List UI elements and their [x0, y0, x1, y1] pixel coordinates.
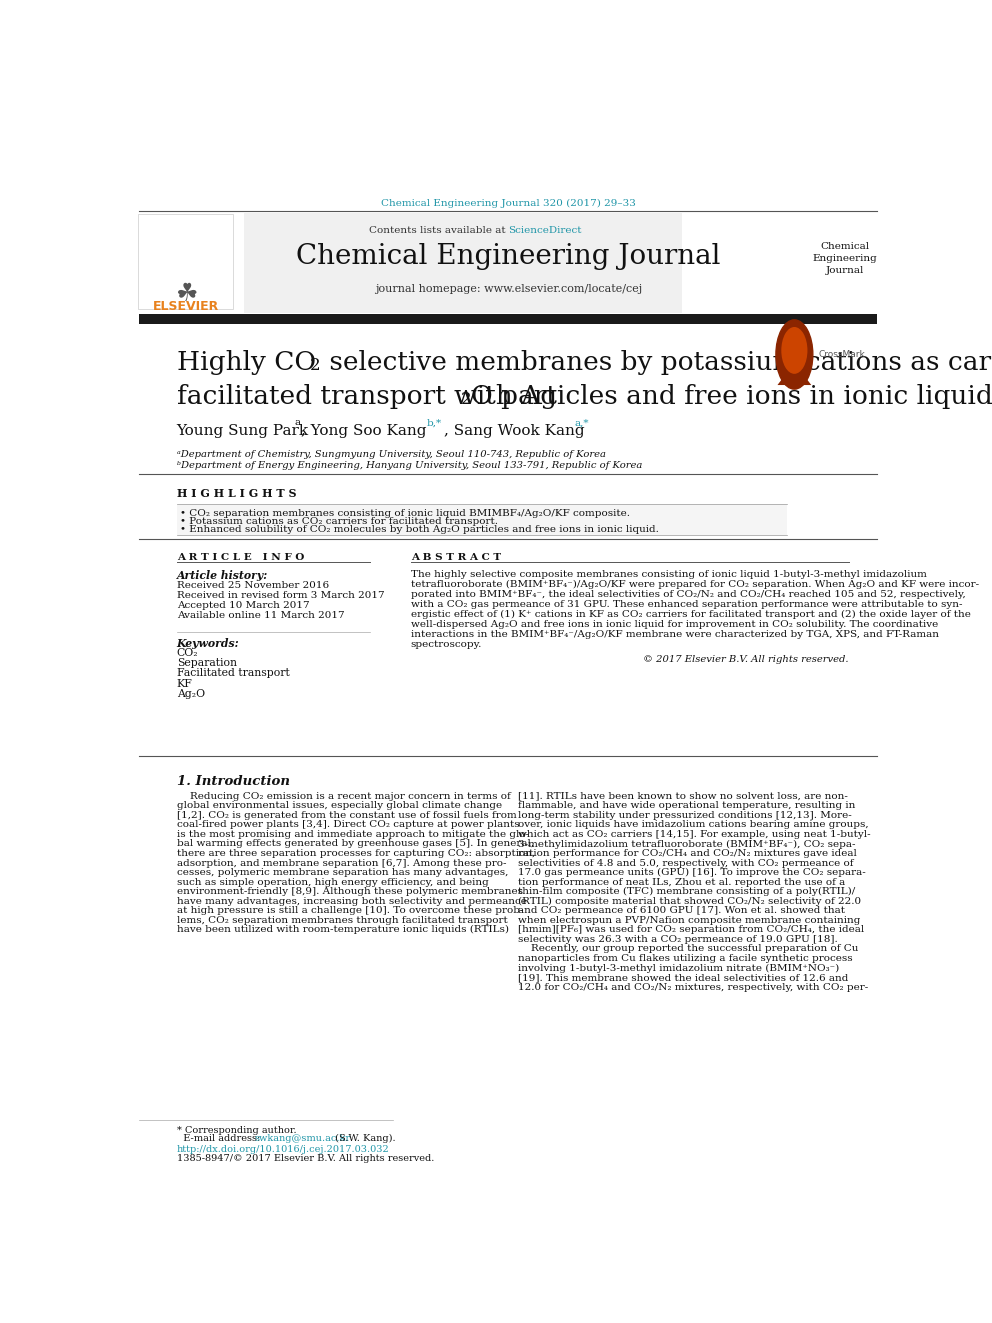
Text: Accepted 10 March 2017: Accepted 10 March 2017 [177, 601, 310, 610]
Text: CrossMark: CrossMark [819, 351, 866, 359]
Text: • Enhanced solubility of CO₂ molecules by both Ag₂O particles and free ions in i: • Enhanced solubility of CO₂ molecules b… [180, 524, 659, 533]
Text: interactions in the BMIM⁺BF₄⁻/Ag₂O/KF membrane were characterized by TGA, XPS, a: interactions in the BMIM⁺BF₄⁻/Ag₂O/KF me… [411, 630, 938, 639]
Text: ᵃDepartment of Chemistry, Sungmyung University, Seoul 110-743, Republic of Korea: ᵃDepartment of Chemistry, Sungmyung Univ… [177, 450, 606, 459]
FancyBboxPatch shape [138, 214, 232, 308]
Text: b,*: b,* [427, 418, 442, 427]
Text: 1385-8947/© 2017 Elsevier B.V. All rights reserved.: 1385-8947/© 2017 Elsevier B.V. All right… [177, 1155, 434, 1163]
Text: 3-methylimidazolium tetrafluoroborate (BMIM⁺BF₄⁻), CO₂ sepa-: 3-methylimidazolium tetrafluoroborate (B… [518, 839, 855, 848]
Text: there are three separation processes for capturing CO₂: absorption,: there are three separation processes for… [177, 849, 535, 859]
Text: Separation: Separation [177, 659, 237, 668]
Text: Facilitated transport: Facilitated transport [177, 668, 290, 679]
FancyBboxPatch shape [244, 213, 682, 312]
Text: (S.W. Kang).: (S.W. Kang). [331, 1134, 396, 1143]
Text: A B S T R A C T: A B S T R A C T [411, 553, 501, 562]
Text: • CO₂ separation membranes consisting of ionic liquid BMIMBF₄/Ag₂O/KF composite.: • CO₂ separation membranes consisting of… [180, 509, 630, 519]
Text: tetrafluoroborate (BMIM⁺BF₄⁻)/Ag₂O/KF were prepared for CO₂ separation. When Ag₂: tetrafluoroborate (BMIM⁺BF₄⁻)/Ag₂O/KF we… [411, 579, 979, 589]
Text: such as simple operation, high energy efficiency, and being: such as simple operation, high energy ef… [177, 877, 488, 886]
Text: , Yong Soo Kang: , Yong Soo Kang [301, 425, 432, 438]
Text: selective membranes by potassium cations as carriers for: selective membranes by potassium cations… [320, 349, 992, 374]
Text: lems, CO₂ separation membranes through facilitated transport: lems, CO₂ separation membranes through f… [177, 916, 508, 925]
Text: global environmental issues, especially global climate change: global environmental issues, especially … [177, 802, 502, 810]
Text: 17.0 gas permeance units (GPU) [16]. To improve the CO₂ separa-: 17.0 gas permeance units (GPU) [16]. To … [518, 868, 865, 877]
Text: • Potassium cations as CO₂ carriers for facilitated transport.: • Potassium cations as CO₂ carriers for … [180, 517, 498, 525]
Text: Ag₂O: Ag₂O [177, 688, 204, 699]
Text: 1. Introduction: 1. Introduction [177, 775, 290, 787]
Text: Keywords:: Keywords: [177, 639, 239, 650]
Text: [hmim][PF₆] was used for CO₂ separation from CO₂/CH₄, the ideal: [hmim][PF₆] was used for CO₂ separation … [518, 925, 864, 934]
Text: The highly selective composite membranes consisting of ionic liquid 1-butyl-3-me: The highly selective composite membranes… [411, 570, 927, 579]
FancyBboxPatch shape [177, 504, 787, 534]
Text: 12.0 for CO₂/CH₄ and CO₂/N₂ mixtures, respectively, with CO₂ per-: 12.0 for CO₂/CH₄ and CO₂/N₂ mixtures, re… [518, 983, 868, 992]
Text: cesses, polymeric membrane separation has many advantages,: cesses, polymeric membrane separation ha… [177, 868, 508, 877]
Text: O particles and free ions in ionic liquid: O particles and free ions in ionic liqui… [471, 384, 992, 409]
Ellipse shape [782, 327, 807, 374]
Text: * Corresponding author.: * Corresponding author. [177, 1126, 297, 1135]
Text: ᵇDepartment of Energy Engineering, Hanyang University, Seoul 133-791, Republic o: ᵇDepartment of Energy Engineering, Hanya… [177, 460, 642, 470]
Text: Received 25 November 2016: Received 25 November 2016 [177, 581, 328, 590]
Text: A R T I C L E   I N F O: A R T I C L E I N F O [177, 553, 305, 562]
Text: ergistic effect of (1) K⁺ cations in KF as CO₂ carriers for facilitated transpor: ergistic effect of (1) K⁺ cations in KF … [411, 610, 970, 619]
Text: long-term stability under pressurized conditions [12,13]. More-: long-term stability under pressurized co… [518, 811, 851, 820]
Text: selectivities of 4.8 and 5.0, respectively, with CO₂ permeance of: selectivities of 4.8 and 5.0, respective… [518, 859, 853, 868]
Text: ration performance for CO₂/CH₄ and CO₂/N₂ mixtures gave ideal: ration performance for CO₂/CH₄ and CO₂/N… [518, 849, 856, 859]
Text: porated into BMIM⁺BF₄⁻, the ideal selectivities of CO₂/N₂ and CO₂/CH₄ reached 10: porated into BMIM⁺BF₄⁻, the ideal select… [411, 590, 965, 599]
Text: H I G H L I G H T S: H I G H L I G H T S [177, 488, 297, 499]
Text: involving 1-butyl-3-methyl imidazolium nitrate (BMIM⁺NO₃⁻): involving 1-butyl-3-methyl imidazolium n… [518, 963, 839, 972]
Text: Article history:: Article history: [177, 570, 268, 581]
Text: is the most promising and immediate approach to mitigate the glo-: is the most promising and immediate appr… [177, 830, 529, 839]
Text: ☘: ☘ [175, 282, 197, 306]
Text: (RTIL) composite material that showed CO₂/N₂ selectivity of 22.0: (RTIL) composite material that showed CO… [518, 897, 861, 906]
Text: Young Sung Park: Young Sung Park [177, 425, 313, 438]
Text: CO₂: CO₂ [177, 648, 198, 659]
Text: journal homepage: www.elsevier.com/locate/cej: journal homepage: www.elsevier.com/locat… [375, 283, 642, 294]
Text: nanoparticles from Cu flakes utilizing a facile synthetic process: nanoparticles from Cu flakes utilizing a… [518, 954, 852, 963]
Text: Available online 11 March 2017: Available online 11 March 2017 [177, 611, 344, 619]
Text: Recently, our group reported the successful preparation of Cu: Recently, our group reported the success… [518, 945, 858, 954]
Text: a: a [295, 418, 301, 427]
Text: have been utilized with room-temperature ionic liquids (RTILs): have been utilized with room-temperature… [177, 925, 509, 934]
Text: [19]. This membrane showed the ideal selectivities of 12.6 and: [19]. This membrane showed the ideal sel… [518, 974, 848, 982]
Text: tion performance of neat ILs, Zhou et al. reported the use of a: tion performance of neat ILs, Zhou et al… [518, 877, 845, 886]
Text: at high pressure is still a challenge [10]. To overcome these prob-: at high pressure is still a challenge [1… [177, 906, 523, 916]
Text: 2: 2 [310, 357, 320, 374]
Text: http://dx.doi.org/10.1016/j.cej.2017.03.032: http://dx.doi.org/10.1016/j.cej.2017.03.… [177, 1146, 390, 1154]
Text: with a CO₂ gas permeance of 31 GPU. These enhanced separation performance were a: with a CO₂ gas permeance of 31 GPU. Thes… [411, 599, 962, 609]
Text: Chemical
Engineering
Journal: Chemical Engineering Journal [812, 242, 877, 274]
Text: [11]. RTILs have been known to show no solvent loss, are non-: [11]. RTILs have been known to show no s… [518, 791, 847, 800]
Text: flammable, and have wide operational temperature, resulting in: flammable, and have wide operational tem… [518, 802, 855, 810]
Text: coal-fired power plants [3,4]. Direct CO₂ capture at power plants: coal-fired power plants [3,4]. Direct CO… [177, 820, 520, 830]
Text: swkang@smu.ac.kr: swkang@smu.ac.kr [254, 1134, 350, 1143]
Text: spectroscopy.: spectroscopy. [411, 640, 482, 650]
Text: Chemical Engineering Journal: Chemical Engineering Journal [297, 243, 720, 270]
FancyBboxPatch shape [139, 315, 878, 324]
Text: E-mail address:: E-mail address: [177, 1134, 263, 1143]
Polygon shape [778, 363, 811, 385]
Text: Contents lists available at: Contents lists available at [368, 226, 509, 234]
Text: Received in revised form 3 March 2017: Received in revised form 3 March 2017 [177, 591, 384, 599]
Text: well-dispersed Ag₂O and free ions in ionic liquid for improvement in CO₂ solubil: well-dispersed Ag₂O and free ions in ion… [411, 620, 938, 628]
Text: ScienceDirect: ScienceDirect [509, 226, 582, 234]
Text: , Sang Wook Kang: , Sang Wook Kang [444, 425, 589, 438]
Text: 2: 2 [460, 390, 471, 407]
Text: which act as CO₂ carriers [14,15]. For example, using neat 1-butyl-: which act as CO₂ carriers [14,15]. For e… [518, 830, 870, 839]
Text: selectivity was 26.3 with a CO₂ permeance of 19.0 GPU [18].: selectivity was 26.3 with a CO₂ permeanc… [518, 935, 837, 943]
Text: Reducing CO₂ emission is a recent major concern in terms of: Reducing CO₂ emission is a recent major … [177, 791, 511, 800]
Text: over, ionic liquids have imidazolium cations bearing amine groups,: over, ionic liquids have imidazolium cat… [518, 820, 868, 830]
Text: and CO₂ permeance of 6100 GPU [17]. Won et al. showed that: and CO₂ permeance of 6100 GPU [17]. Won … [518, 906, 845, 916]
Ellipse shape [776, 320, 812, 389]
Text: [1,2]. CO₂ is generated from the constant use of fossil fuels from: [1,2]. CO₂ is generated from the constan… [177, 811, 517, 820]
Text: have many advantages, increasing both selectivity and permeance: have many advantages, increasing both se… [177, 897, 527, 906]
Text: Chemical Engineering Journal 320 (2017) 29–33: Chemical Engineering Journal 320 (2017) … [381, 198, 636, 208]
Text: bal warming effects generated by greenhouse gases [5]. In general,: bal warming effects generated by greenho… [177, 839, 534, 848]
Text: adsorption, and membrane separation [6,7]. Among these pro-: adsorption, and membrane separation [6,7… [177, 859, 506, 868]
Text: Highly CO: Highly CO [177, 349, 315, 374]
Text: KF: KF [177, 679, 192, 688]
Text: a,*: a,* [574, 418, 589, 427]
Text: © 2017 Elsevier B.V. All rights reserved.: © 2017 Elsevier B.V. All rights reserved… [643, 655, 848, 664]
Text: environment-friendly [8,9]. Although these polymeric membranes: environment-friendly [8,9]. Although the… [177, 888, 523, 896]
Text: facilitated transport with Ag: facilitated transport with Ag [177, 384, 557, 409]
Text: ELSEVIER: ELSEVIER [153, 300, 219, 312]
Text: when electrospun a PVP/Nafion composite membrane containing: when electrospun a PVP/Nafion composite … [518, 916, 860, 925]
Text: thin-film composite (TFC) membrane consisting of a poly(RTIL)/: thin-film composite (TFC) membrane consi… [518, 888, 855, 896]
